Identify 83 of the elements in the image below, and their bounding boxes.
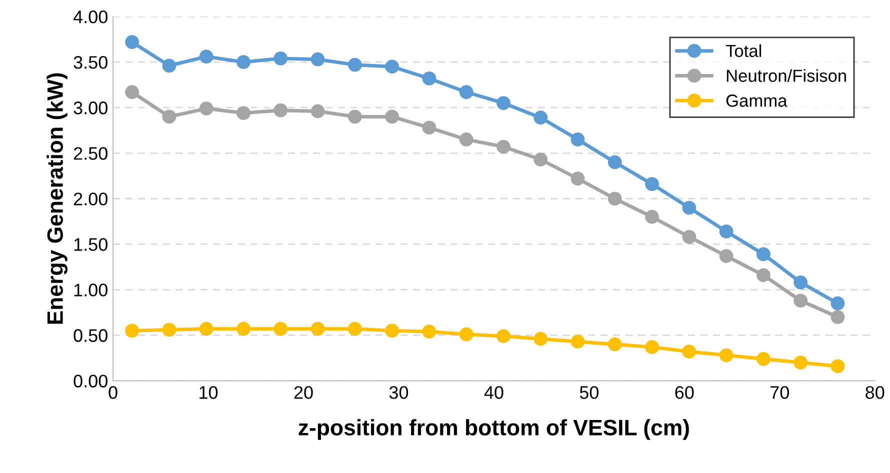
y-axis-title: Energy Generation (kW) bbox=[46, 73, 68, 324]
x-tick-label: 50 bbox=[580, 386, 599, 399]
point bbox=[830, 296, 845, 310]
point bbox=[830, 359, 845, 374]
point bbox=[162, 58, 176, 73]
point bbox=[794, 294, 808, 308]
point bbox=[608, 155, 622, 170]
point bbox=[385, 110, 399, 124]
point bbox=[422, 72, 436, 86]
point bbox=[459, 85, 474, 100]
x-tick-label: 20 bbox=[294, 386, 313, 399]
point bbox=[310, 52, 325, 66]
legend-label: Gamma bbox=[726, 94, 788, 107]
y-tick-label: 3.50 bbox=[74, 56, 108, 69]
point bbox=[125, 85, 140, 100]
point bbox=[385, 324, 399, 338]
point bbox=[496, 96, 510, 110]
point bbox=[756, 268, 770, 282]
point bbox=[236, 55, 250, 70]
point bbox=[719, 348, 734, 362]
point bbox=[348, 110, 362, 124]
point bbox=[608, 337, 622, 352]
point bbox=[348, 58, 362, 72]
point bbox=[125, 35, 140, 49]
point bbox=[682, 230, 696, 244]
x-tick-label: 40 bbox=[484, 386, 504, 399]
point bbox=[162, 110, 176, 124]
point bbox=[682, 344, 696, 359]
x-tick-label: 30 bbox=[389, 386, 408, 399]
legend-label: Total bbox=[726, 44, 762, 58]
y-tick-label: 0.50 bbox=[74, 329, 108, 342]
y-tick-label: 1.50 bbox=[74, 238, 108, 251]
point bbox=[570, 132, 585, 146]
point bbox=[199, 50, 214, 64]
point bbox=[422, 324, 436, 339]
x-tick-label: 0 bbox=[108, 386, 118, 399]
x-tick-label: 10 bbox=[200, 386, 218, 399]
point bbox=[496, 140, 510, 154]
x-tick-label: 60 bbox=[675, 386, 694, 399]
point bbox=[534, 110, 548, 125]
point bbox=[682, 200, 696, 215]
x-axis-title: z-position from bottom of VESIL (cm) bbox=[298, 419, 689, 440]
point bbox=[719, 224, 734, 238]
point bbox=[570, 172, 585, 186]
point bbox=[236, 106, 250, 120]
point bbox=[608, 192, 622, 206]
y-tick-label: 3.00 bbox=[74, 102, 108, 114]
point bbox=[125, 324, 140, 338]
point bbox=[422, 120, 436, 135]
point bbox=[459, 327, 474, 342]
y-tick-label: 2.00 bbox=[74, 192, 108, 206]
y-tick-label: 2.50 bbox=[74, 147, 108, 160]
y-tick-label: 4.00 bbox=[73, 10, 108, 24]
point bbox=[756, 352, 770, 366]
point bbox=[534, 332, 548, 346]
point bbox=[274, 51, 288, 66]
y-tick-label: 1.00 bbox=[74, 284, 108, 296]
point bbox=[570, 334, 585, 349]
point bbox=[348, 322, 362, 336]
y-tick-label: 0.00 bbox=[74, 374, 108, 388]
point bbox=[496, 329, 510, 344]
point bbox=[274, 322, 288, 336]
point bbox=[199, 102, 214, 116]
point bbox=[794, 356, 808, 370]
point bbox=[236, 322, 250, 336]
point bbox=[719, 249, 734, 263]
point bbox=[756, 247, 770, 262]
x-tick-label: 70 bbox=[770, 386, 789, 399]
point bbox=[645, 177, 659, 192]
point bbox=[385, 60, 399, 74]
point bbox=[794, 275, 808, 290]
point bbox=[199, 322, 214, 336]
legend-label: Neutron/Fisison bbox=[726, 69, 846, 82]
point bbox=[310, 104, 325, 118]
point bbox=[162, 322, 176, 337]
point bbox=[534, 152, 548, 166]
x-tick-label: 80 bbox=[866, 386, 884, 399]
point bbox=[274, 103, 288, 118]
point bbox=[830, 310, 845, 324]
point bbox=[310, 322, 325, 336]
point bbox=[645, 340, 659, 354]
point bbox=[645, 210, 659, 224]
point bbox=[459, 132, 474, 146]
